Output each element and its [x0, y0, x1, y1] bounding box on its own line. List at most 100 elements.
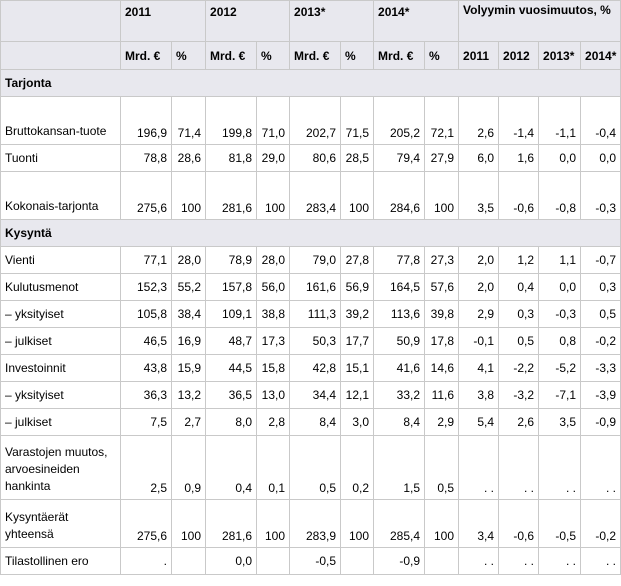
value-cell — [424, 547, 460, 575]
value-cell: . . — [538, 547, 582, 575]
volume-change-header: Volyymin vuosimuutos, % — [458, 0, 621, 42]
value-cell: 0,3 — [498, 300, 540, 328]
value-cell: 2,9 — [458, 300, 500, 328]
value-cell: 78,9 — [205, 246, 258, 274]
value-cell: 43,8 — [120, 354, 172, 382]
value-cell: -3,2 — [498, 381, 540, 409]
unit-header: Mrd. € — [289, 41, 342, 70]
year-header: 2012 — [205, 0, 291, 42]
value-cell: 13,2 — [170, 381, 207, 409]
value-cell: -2,2 — [498, 354, 540, 382]
value-cell: 111,3 — [289, 300, 342, 328]
value-cell: 15,9 — [170, 354, 207, 382]
value-cell: 161,6 — [289, 273, 342, 301]
table-row: Tilastollinen ero. 0,0 -0,5 -0,9. .. .. .. … — [0, 547, 621, 575]
table-row: – julkiset 7,5 2,7 8,0 2,8 8,4 3,0 8,4 2,9 5,4 2,6… — [0, 408, 621, 436]
value-cell: 0,5 — [424, 435, 460, 500]
value-cell: 283,9 — [289, 499, 342, 548]
value-cell: 11,6 — [424, 381, 460, 409]
value-cell: . . — [498, 547, 540, 575]
table-row: Kysyntäerät yhteensä 275,6 100 281,6 100 283,… — [0, 499, 621, 548]
value-cell: -1,4 — [498, 96, 540, 145]
value-cell: 0,0 — [538, 273, 582, 301]
value-cell: 44,5 — [205, 354, 258, 382]
row-label: – julkiset — [0, 408, 121, 436]
value-cell: 100 — [256, 499, 291, 548]
value-cell: 6,0 — [458, 144, 500, 172]
value-cell: . . — [458, 435, 500, 500]
value-cell: -1,1 — [538, 96, 582, 145]
corner-cell — [0, 0, 121, 42]
section-title: Tarjonta — [0, 69, 621, 97]
value-cell: 38,8 — [256, 300, 291, 328]
value-cell: -0,5 — [538, 499, 582, 548]
value-cell: 28,6 — [170, 144, 207, 172]
table-row: Tuonti 78,8 28,6 81,8 29,0 80,6 28,5 79,4 27,9 6,… — [0, 144, 621, 172]
value-cell: 28,0 — [256, 246, 291, 274]
table-row: Bruttokansan-tuote 196,9 71,4 199,8 71,0 202,… — [0, 96, 621, 145]
value-cell: 78,8 — [120, 144, 172, 172]
value-cell: 80,6 — [289, 144, 342, 172]
value-cell: -0,7 — [580, 246, 621, 274]
value-cell: 3,4 — [458, 499, 500, 548]
table-row: Vienti 77,1 28,0 78,9 28,0 79,0 27,8 77,8 27,3 2,… — [0, 246, 621, 274]
value-cell: 34,4 — [289, 381, 342, 409]
value-cell: . . — [538, 435, 582, 500]
section-row: Tarjonta — [0, 69, 621, 97]
unit-header: % — [256, 41, 291, 70]
value-cell: . . — [498, 435, 540, 500]
value-cell: 152,3 — [120, 273, 172, 301]
unit-header: % — [424, 41, 460, 70]
value-cell: 3,5 — [458, 171, 500, 220]
value-cell: 55,2 — [170, 273, 207, 301]
value-cell: 0,2 — [340, 435, 375, 500]
value-cell: 100 — [170, 499, 207, 548]
value-cell: 2,6 — [498, 408, 540, 436]
value-cell: 100 — [340, 171, 375, 220]
value-cell: 0,0 — [580, 144, 621, 172]
value-cell: 48,7 — [205, 327, 258, 355]
section-title: Kysyntä — [0, 219, 621, 247]
value-cell: -0,3 — [538, 300, 582, 328]
value-cell: 100 — [256, 171, 291, 220]
value-cell: 79,4 — [373, 144, 426, 172]
value-cell: 56,0 — [256, 273, 291, 301]
table-row: – yksityiset 105,8 38,4 109,1 38,8 111,3 39,2 1… — [0, 300, 621, 328]
value-cell: . . — [580, 435, 621, 500]
value-cell: 79,0 — [289, 246, 342, 274]
row-label: Tuonti — [0, 144, 121, 172]
value-cell: 28,5 — [340, 144, 375, 172]
value-cell: 0,4 — [205, 435, 258, 500]
year-header: 2011 — [119, 0, 207, 42]
value-cell: 27,9 — [424, 144, 460, 172]
value-cell: 0,3 — [580, 273, 621, 301]
row-label: Tilastollinen ero — [0, 547, 121, 575]
unit-header: % — [340, 41, 375, 70]
value-cell: 27,3 — [424, 246, 460, 274]
value-cell: 0,1 — [256, 435, 291, 500]
value-cell: 57,6 — [424, 273, 460, 301]
value-cell: 50,3 — [289, 327, 342, 355]
row-label: Bruttokansan-tuote — [0, 96, 121, 145]
table-row: – julkiset 46,5 16,9 48,7 17,3 50,3 17,7 50,9 17… — [0, 327, 621, 355]
header-row-units: Mrd. € % Mrd. € % Mrd. € % Mrd. € % 2011… — [0, 41, 621, 70]
row-label: Vienti — [0, 246, 121, 274]
value-cell: 275,6 — [120, 499, 172, 548]
value-cell: 36,3 — [120, 381, 172, 409]
value-cell: 56,9 — [340, 273, 375, 301]
value-cell: 8,0 — [205, 408, 258, 436]
section-row: Kysyntä — [0, 219, 621, 247]
value-cell: 285,4 — [373, 499, 426, 548]
table-row: Investoinnit 43,8 15,9 44,5 15,8 42,8 15,1 41,6… — [0, 354, 621, 382]
value-cell: 100 — [424, 499, 460, 548]
row-label: – yksityiset — [0, 381, 121, 409]
value-cell: 5,4 — [458, 408, 500, 436]
value-cell: 81,8 — [205, 144, 258, 172]
value-cell: 1,1 — [538, 246, 582, 274]
unit-header: Mrd. € — [120, 41, 172, 70]
value-cell: 77,8 — [373, 246, 426, 274]
value-cell: 50,9 — [373, 327, 426, 355]
value-cell: 8,4 — [373, 408, 426, 436]
value-cell: -0,9 — [373, 547, 426, 575]
